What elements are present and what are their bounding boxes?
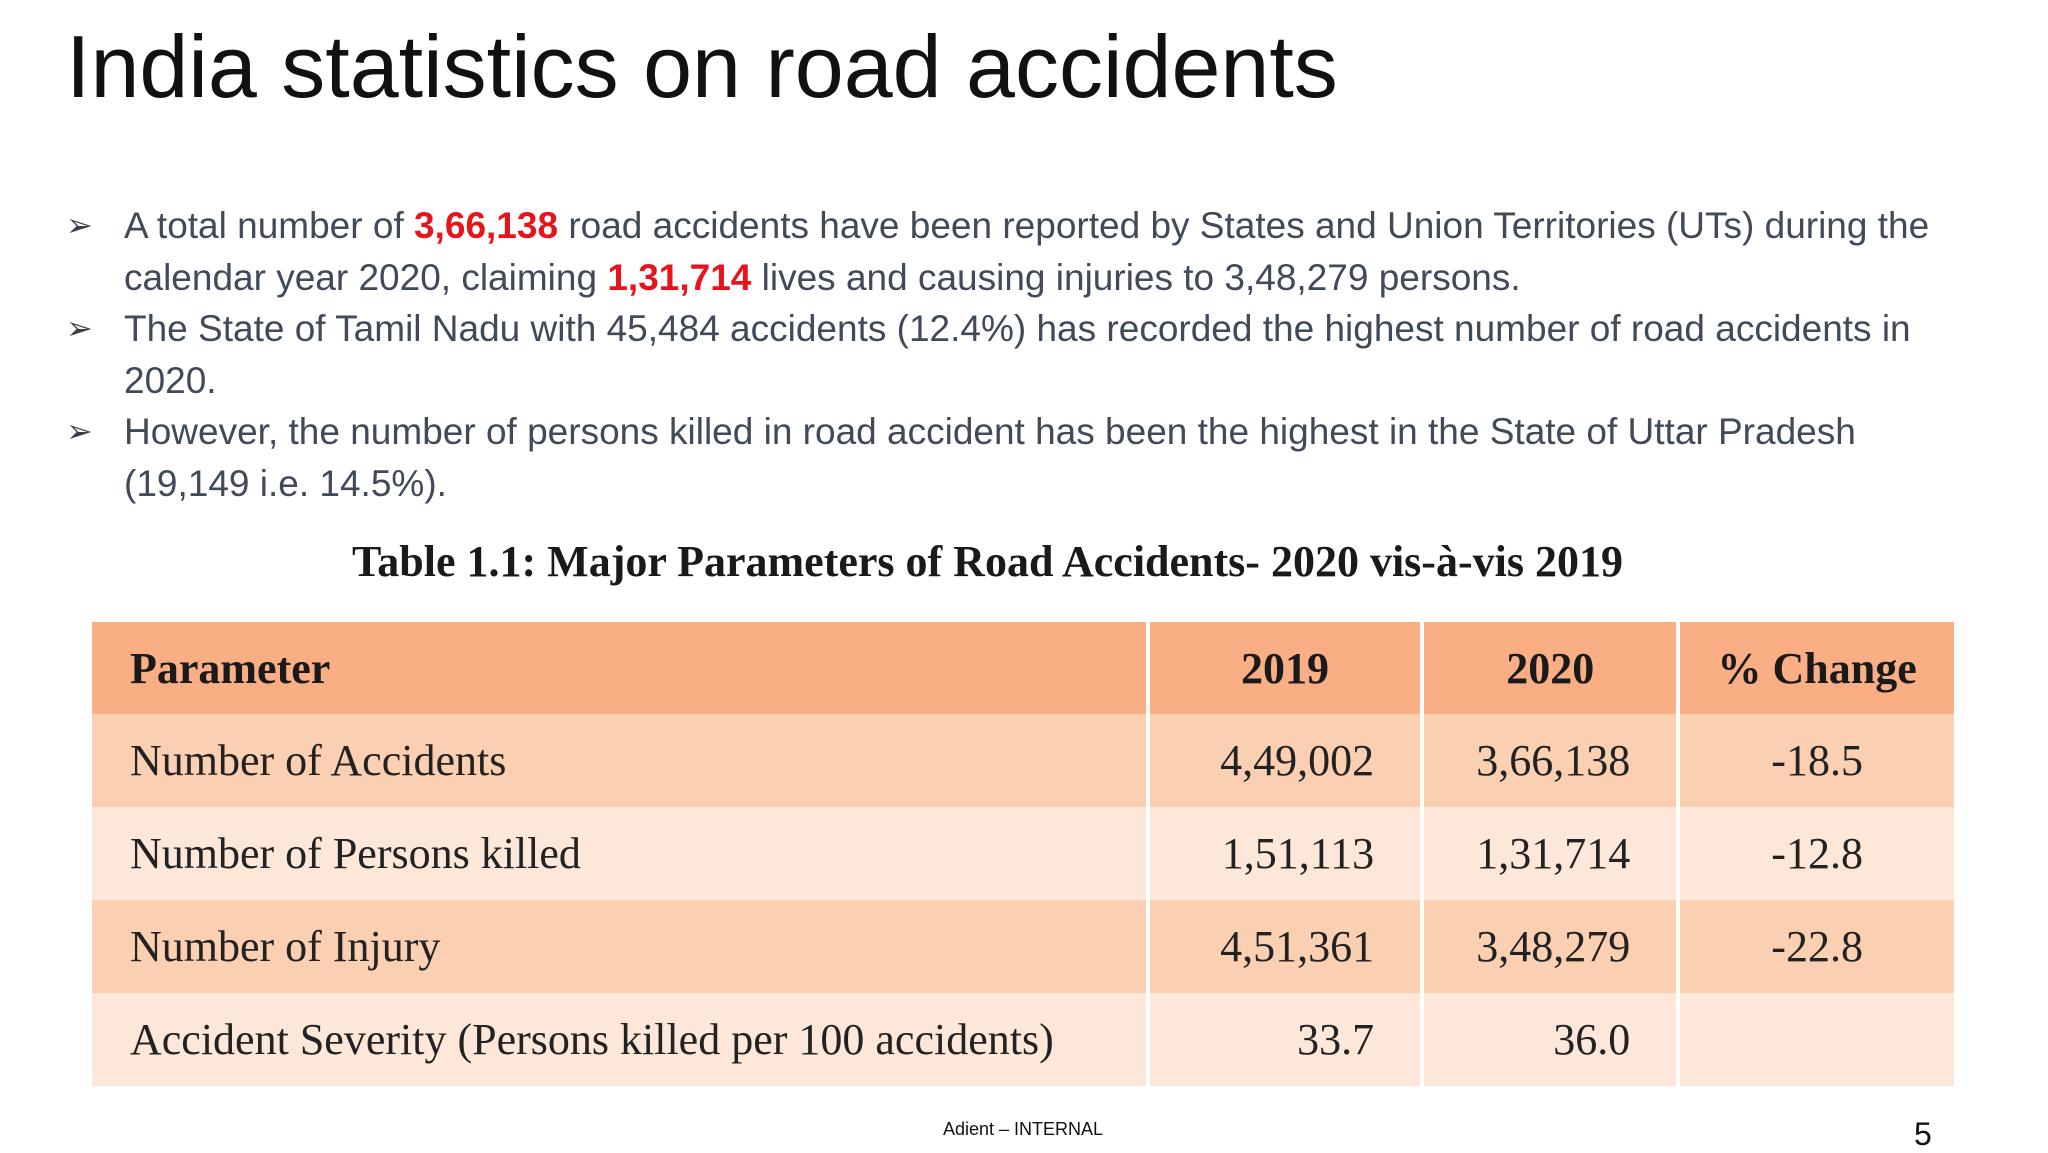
cell-2020: 3,48,279: [1422, 900, 1681, 993]
cell-2019: 4,51,361: [1147, 900, 1425, 993]
bullet-text-segment: The State of Tamil Nadu with 45,484 acci…: [124, 308, 1911, 401]
cell-2019: 33.7: [1147, 993, 1425, 1086]
cell-2020: 1,31,714: [1422, 807, 1681, 900]
bullet-text: The State of Tamil Nadu with 45,484 acci…: [124, 308, 1911, 401]
cell-parameter: Number of Persons killed: [92, 807, 1150, 900]
cell-parameter: Number of Accidents: [92, 714, 1150, 807]
table-body: Number of Accidents 4,49,002 3,66,138 -18.5…: [92, 714, 1954, 1086]
bullet-item: ➢ A total number of 3,66,138 road acciden…: [66, 200, 1986, 303]
bullet-text-segment: lives and causing injuries to 3,48,279 p…: [751, 256, 1521, 298]
cell-percent-change: -22.8: [1771, 922, 1863, 971]
table-row: Number of Injury 4,51,361 3,48,279 -22.8: [92, 900, 1954, 993]
cell-percent-change: -12.8: [1771, 829, 1863, 878]
page-number: 5: [1914, 1116, 1932, 1152]
bullet-item: ➢ However, the number of persons killed i…: [66, 406, 1986, 509]
bullet-text: However, the number of persons killed in…: [124, 411, 1856, 504]
highlighted-number: 3,66,138: [414, 205, 559, 246]
bullet-text-segment: However, the number of persons killed in…: [124, 411, 1856, 504]
cell-2020: 3,66,138: [1422, 714, 1681, 807]
footer-label: Adient – INTERNAL: [943, 1119, 1104, 1139]
header-percent-change: % Change: [1717, 643, 1917, 693]
cell-percent-change: -18.5: [1771, 736, 1863, 785]
cell-2020: 36.0: [1422, 993, 1681, 1086]
bullet-text-segment: road accidents have been reported by Sta…: [124, 205, 1930, 298]
header-parameter: Parameter: [92, 622, 1150, 714]
table-row: Number of Persons killed 1,51,113 1,31,714…: [92, 807, 1954, 900]
arrow-bullet-icon: ➢: [66, 413, 93, 449]
bullet-text-segment: A total number of: [124, 205, 415, 246]
slide-title: India statistics on road accidents: [66, 17, 1338, 116]
highlighted-number: 1,31,714: [607, 256, 752, 298]
table-title: Table 1.1: Major Parameters of Road Acci…: [352, 537, 1623, 586]
arrow-bullet-icon: ➢: [66, 310, 93, 346]
table-row: Accident Severity (Persons killed per 10…: [92, 993, 1954, 1086]
cell-parameter: Accident Severity (Persons killed per 10…: [92, 993, 1150, 1086]
bullet-text: A total number of 3,66,138 road accident…: [124, 205, 1929, 298]
header-2020: 2020: [1422, 622, 1681, 714]
cell-percent-change: [1678, 993, 1954, 1086]
cell-2019: 4,49,002: [1147, 714, 1425, 807]
cell-2019: 1,51,113: [1147, 807, 1425, 900]
header-2019: 2019: [1147, 622, 1425, 714]
bullet-list: ➢ A total number of 3,66,138 road acciden…: [66, 200, 1986, 509]
arrow-bullet-icon: ➢: [66, 207, 93, 243]
table-row: Number of Accidents 4,49,002 3,66,138 -18.5: [92, 714, 1954, 807]
table-header-row: Parameter 2019 2020 % Change: [92, 622, 1954, 714]
cell-parameter: Number of Injury: [92, 900, 1150, 993]
road-accidents-table: Parameter 2019 2020 % Change Number of A…: [92, 622, 1954, 1086]
bullet-item: ➢ The State of Tamil Nadu with 45,484 acc…: [66, 303, 1986, 406]
